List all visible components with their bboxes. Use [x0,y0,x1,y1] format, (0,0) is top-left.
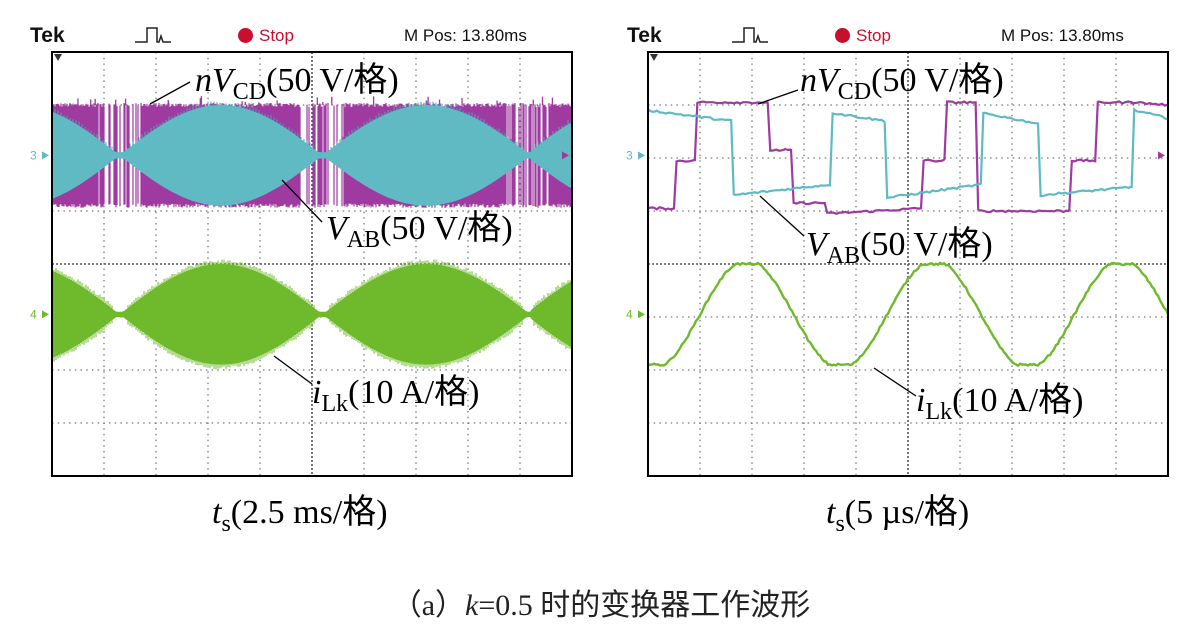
label-var: i [916,382,926,419]
label-var: i [312,374,322,411]
label-sub: CD [837,79,872,105]
screen-frame [51,51,573,477]
caption-k: k [465,589,479,622]
label-ilk: iLk(10 A/格) [312,374,480,417]
series-ncd-trace [647,100,1169,215]
m-pos-readout: M Pos: 13.80ms [1001,26,1124,45]
trigger-position-icon [54,54,62,61]
leader-ncd [149,81,191,105]
axis-sub: s [835,511,845,537]
label-ncd: nVCD(50 V/格) [195,62,399,105]
tek-brand: Tek [30,24,65,47]
label-sub: Lk [925,399,953,425]
channel-ref-icon [1158,151,1165,160]
tek-brand: Tek [627,24,662,47]
label-vab: VAB(50 V/格) [326,210,513,253]
label-unit: (50 V/格) [871,62,1004,99]
caption-prefix: （a） [391,589,466,622]
axis-unit: (2.5 ms/格) [230,494,388,531]
leader-ilk [873,367,917,397]
channel-arrow-icon [638,310,645,319]
axis-sub: s [221,511,231,537]
label-var: V [212,62,233,99]
channel-markers: 34 [626,54,1165,321]
axis-unit: (5 µs/格) [844,494,970,531]
label-prefix: n [800,62,817,99]
label-vab: VAB(50 V/格) [806,226,993,269]
channel-ref-icon [562,151,569,160]
channel-arrow-icon [42,310,49,319]
channel-ch3-marker: 3 [626,148,633,162]
channel-ch3-marker: 3 [30,148,37,162]
stop-icon [835,28,850,43]
scope-panel-left: 34 [30,51,573,477]
screen-frame [647,51,1169,477]
figure-caption: （a）k=0.5 时的变换器工作波形 [0,580,1202,624]
label-unit: (10 A/格) [952,382,1084,419]
m-pos-readout: M Pos: 13.80ms [404,26,527,45]
x-axis-label: ts(5 µs/格) [826,494,970,537]
channel-arrow-icon [42,151,49,160]
label-sub: AB [346,227,381,253]
leader-lines [149,81,323,385]
label-ilk: iLk(10 A/格) [916,382,1084,425]
trigger-icon [732,27,768,43]
stop-status: Stop [259,26,294,45]
stop-icon [238,28,253,43]
axis-var: t [826,494,836,531]
x-axis-label: ts(2.5 ms/格) [212,494,388,537]
leader-lines [757,89,917,397]
stop-indicator: Stop [238,26,294,46]
leader-vab [281,179,323,223]
panel-left-header: Tek Stop M Pos: 13.80ms [30,24,550,48]
label-var: V [326,210,347,247]
label-sub: Lk [321,391,349,417]
panel-right-header: Tek Stop M Pos: 13.80ms [627,24,1147,48]
traces [647,100,1170,368]
channel-ch4-marker: 4 [30,307,37,321]
scope-panel-right: 34 [626,51,1170,477]
leader-ilk [273,355,313,385]
stop-indicator: Stop [835,26,891,46]
series-ilk-trace [52,264,572,365]
leader-vab [759,195,805,237]
label-var: V [806,226,827,263]
trigger-position-icon [650,54,658,61]
axis-var: t [212,494,222,531]
label-unit: (50 V/格) [860,226,993,263]
channel-arrow-icon [638,151,645,160]
traces [51,96,573,370]
label-unit: (10 A/格) [348,374,480,411]
caption-text: =0.5 时的变换器工作波形 [478,589,811,622]
series-ncd-spikes [77,96,554,105]
label-sub: CD [232,79,267,105]
label-sub: AB [826,243,861,269]
series-ilk-trace [647,261,1170,368]
label-ncd: nVCD(50 V/格) [800,62,1004,105]
channel-ch4-marker: 4 [626,307,633,321]
series-vab-trace [52,105,572,206]
label-var: V [817,62,838,99]
leader-ncd [757,89,799,105]
series-vab-trace [647,107,1169,200]
label-prefix: n [195,62,212,99]
stop-status: Stop [856,26,891,45]
trigger-icon [135,27,171,43]
label-unit: (50 V/格) [266,62,399,99]
channel-markers: 34 [30,54,569,321]
label-unit: (50 V/格) [380,210,513,247]
